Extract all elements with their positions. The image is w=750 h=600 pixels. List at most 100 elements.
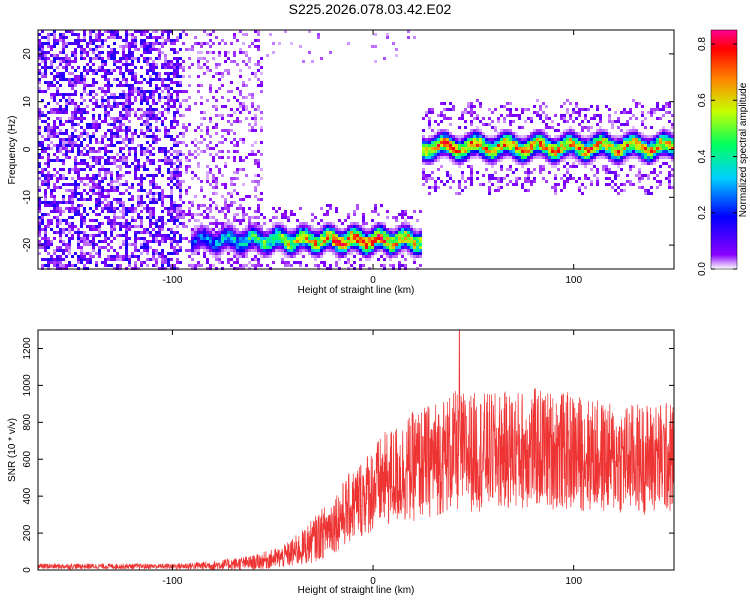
- heatmap-cell: [266, 243, 269, 246]
- heatmap-cell: [668, 105, 671, 108]
- heatmap-cell: [170, 219, 173, 222]
- heatmap-cell: [98, 168, 101, 171]
- heatmap-cell: [92, 180, 95, 183]
- heatmap-cell: [128, 120, 131, 123]
- heatmap-cell: [257, 222, 260, 225]
- heatmap-cell: [80, 198, 83, 201]
- heatmap-cell: [665, 177, 668, 180]
- heatmap-cell: [176, 108, 179, 111]
- heatmap-cell: [200, 243, 203, 246]
- heatmap-cell: [527, 180, 530, 183]
- heatmap-cell: [443, 153, 446, 156]
- heatmap-cell: [92, 243, 95, 246]
- heatmap-cell: [74, 81, 77, 84]
- heatmap-cell: [356, 240, 359, 243]
- heatmap-cell: [80, 126, 83, 129]
- heatmap-cell: [563, 183, 566, 186]
- heatmap-cell: [176, 60, 179, 63]
- heatmap-cell: [206, 207, 209, 210]
- heatmap-cell: [113, 186, 116, 189]
- heatmap-cell: [662, 144, 665, 147]
- heatmap-cell: [464, 156, 467, 159]
- heatmap-cell: [158, 192, 161, 195]
- heatmap-cell: [530, 159, 533, 162]
- heatmap-cell: [299, 231, 302, 234]
- heatmap-cell: [563, 165, 566, 168]
- heatmap-cell: [71, 60, 74, 63]
- heatmap-cell: [257, 180, 260, 183]
- heatmap-cell: [518, 141, 521, 144]
- heatmap-cell: [83, 240, 86, 243]
- heatmap-cell: [116, 141, 119, 144]
- heatmap-cell: [671, 147, 674, 150]
- heatmap-cell: [215, 165, 218, 168]
- heatmap-cell: [200, 228, 203, 231]
- heatmap-cell: [173, 237, 176, 240]
- heatmap-cell: [149, 93, 152, 96]
- heatmap-cell: [68, 225, 71, 228]
- heatmap-cell: [146, 90, 149, 93]
- heatmap-cell: [92, 192, 95, 195]
- heatmap-cell: [266, 231, 269, 234]
- heatmap-cell: [554, 165, 557, 168]
- heatmap-cell: [329, 204, 332, 207]
- heatmap-cell: [233, 240, 236, 243]
- heatmap-cell: [632, 165, 635, 168]
- heatmap-cell: [227, 249, 230, 252]
- heatmap-cell: [140, 123, 143, 126]
- heatmap-cell: [137, 135, 140, 138]
- heatmap-cell: [194, 213, 197, 216]
- heatmap-cell: [149, 150, 152, 153]
- heatmap-cell: [473, 150, 476, 153]
- heatmap-cell: [167, 234, 170, 237]
- heatmap-cell: [293, 237, 296, 240]
- heatmap-cell: [122, 114, 125, 117]
- heatmap-cell: [368, 249, 371, 252]
- heatmap-cell: [95, 183, 98, 186]
- heatmap-cell: [77, 231, 80, 234]
- heatmap-cell: [176, 36, 179, 39]
- heatmap-cell: [86, 162, 89, 165]
- heatmap-cell: [56, 255, 59, 258]
- heatmap-cell: [257, 105, 260, 108]
- heatmap-cell: [143, 57, 146, 60]
- heatmap-cell: [137, 237, 140, 240]
- heatmap-cell: [443, 108, 446, 111]
- heatmap-cell: [422, 156, 425, 159]
- heatmap-cell: [518, 114, 521, 117]
- heatmap-cell: [116, 222, 119, 225]
- heatmap-cell: [152, 93, 155, 96]
- heatmap-cell: [122, 192, 125, 195]
- heatmap-cell: [62, 75, 65, 78]
- heatmap-cell: [614, 159, 617, 162]
- heatmap-cell: [554, 189, 557, 192]
- heatmap-cell: [605, 147, 608, 150]
- heatmap-cell: [566, 150, 569, 153]
- heatmap-cell: [593, 147, 596, 150]
- heatmap-cell: [80, 258, 83, 261]
- heatmap-cell: [578, 144, 581, 147]
- heatmap-cell: [467, 153, 470, 156]
- heatmap-cell: [509, 138, 512, 141]
- heatmap-cell: [110, 234, 113, 237]
- heatmap-cell: [224, 240, 227, 243]
- heatmap-cell: [107, 189, 110, 192]
- heatmap-cell: [50, 93, 53, 96]
- heatmap-cell: [140, 39, 143, 42]
- heatmap-cell: [245, 255, 248, 258]
- heatmap-cell: [119, 150, 122, 153]
- heatmap-cell: [38, 228, 41, 231]
- heatmap-cell: [650, 150, 653, 153]
- heatmap-cell: [470, 141, 473, 144]
- heatmap-cell: [341, 228, 344, 231]
- heatmap-cell: [125, 84, 128, 87]
- heatmap-cell: [176, 165, 179, 168]
- heatmap-cell: [566, 153, 569, 156]
- heatmap-cell: [38, 132, 41, 135]
- heatmap-cell: [308, 243, 311, 246]
- heatmap-cell: [119, 204, 122, 207]
- heatmap-cell: [251, 144, 254, 147]
- heatmap-cell: [107, 264, 110, 267]
- heatmap-cell: [188, 240, 191, 243]
- heatmap-cell: [59, 255, 62, 258]
